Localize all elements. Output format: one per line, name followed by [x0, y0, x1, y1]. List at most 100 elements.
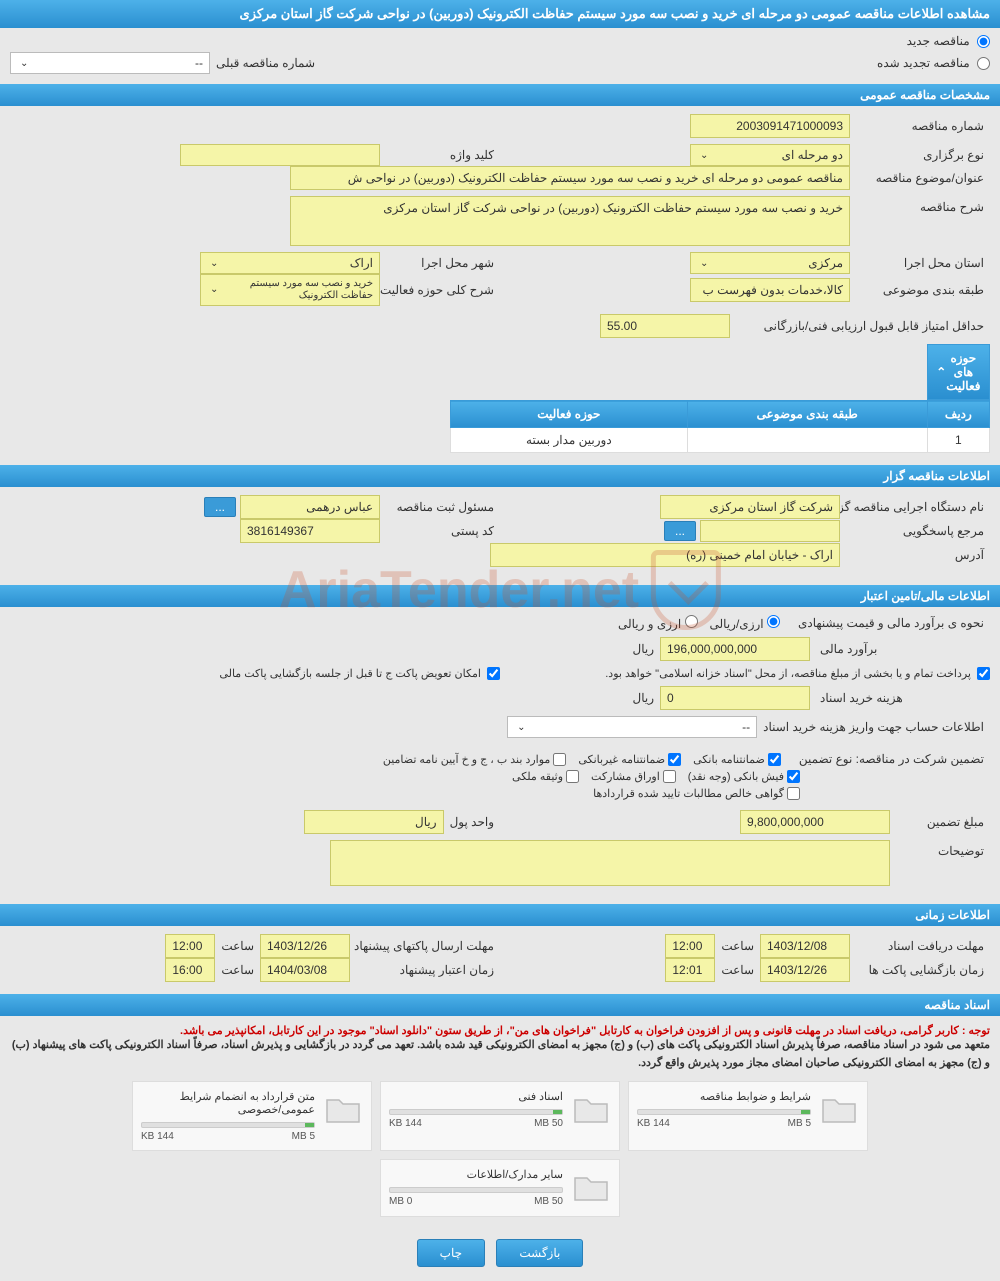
radio-both-input[interactable]	[685, 615, 698, 628]
radio-rial-input[interactable]	[767, 615, 780, 628]
doc-card[interactable]: سایر مدارک/اطلاعات 50 MB0 MB	[380, 1159, 620, 1217]
keyword-field[interactable]	[180, 144, 380, 166]
chevron-down-icon: ⌄	[210, 258, 226, 269]
desc-field[interactable]: خرید و نصب سه مورد سیستم حفاظت الکترونیک…	[290, 196, 850, 246]
proposal-deadline-date[interactable]: 1403/12/26	[260, 934, 350, 958]
section-timing-header: اطلاعات زمانی	[0, 904, 1000, 926]
postal-field[interactable]: 3816149367	[240, 519, 380, 543]
time-label-3: ساعت	[715, 963, 760, 977]
radio-new-input[interactable]	[977, 35, 990, 48]
opening-time[interactable]: 12:01	[665, 958, 715, 982]
button-row: بازگشت چاپ	[0, 1225, 1000, 1281]
exec-field: شرکت گاز استان مرکزی	[660, 495, 840, 519]
doc-progress-bar	[637, 1109, 811, 1115]
currency-unit-field: ریال	[304, 810, 444, 834]
chevron-down-icon: ⌄	[700, 150, 716, 161]
time-label-2: ساعت	[215, 939, 260, 953]
doc-cost-field[interactable]: 0	[660, 686, 810, 710]
respondent-more-button[interactable]: ...	[664, 521, 696, 541]
docs-grid: شرایط و ضوابط مناقصه 5 MB144 KB اسناد فن…	[10, 1081, 990, 1217]
guarantee-amount-label: مبلغ تضمین	[890, 815, 990, 829]
radio-renewed-input[interactable]	[977, 57, 990, 70]
doc-card[interactable]: متن قرارداد به انضمام شرایط عمومی/خصوصی …	[132, 1081, 372, 1151]
opening-date[interactable]: 1403/12/26	[760, 958, 850, 982]
doc-deadline-date[interactable]: 1403/12/08	[760, 934, 850, 958]
back-button[interactable]: بازگشت	[496, 1239, 583, 1267]
payment-checkbox[interactable]	[977, 667, 990, 680]
radio-new-tender[interactable]: مناقصه جدید	[907, 34, 990, 48]
unit-label: ریال	[626, 642, 660, 656]
collapse-icon[interactable]: ⌃	[936, 365, 946, 379]
guarantee-types-2: فیش بانکی (وجه نقد) اوراق مشارکت وثیقه م…	[10, 770, 800, 783]
doc-total: 5 MB	[788, 1118, 811, 1129]
notes-field[interactable]	[330, 840, 890, 886]
account-info-select[interactable]: -- ⌄	[507, 716, 757, 738]
tender-no-label: شماره مناقصه	[850, 119, 990, 133]
chk-cash[interactable]: فیش بانکی (وجه نقد)	[688, 770, 800, 783]
tender-no-field: 2003091471000093	[690, 114, 850, 138]
col-activity: حوزه فعالیت	[451, 401, 688, 428]
city-select[interactable]: اراک ⌄	[200, 252, 380, 274]
estimate-field[interactable]: 196,000,000,000	[660, 637, 810, 661]
province-select[interactable]: مرکزی ⌄	[690, 252, 850, 274]
desc-label: شرح مناقصه	[850, 196, 990, 214]
cell-activity: دوربین مدار بسته	[451, 428, 688, 453]
time-label-4: ساعت	[215, 963, 260, 977]
section-general-header: مشخصات مناقصه عمومی	[0, 84, 1000, 106]
guarantee-label: تضمین شرکت در مناقصه: نوع تضمین	[793, 752, 990, 766]
table-row: 1 دوربین مدار بسته	[451, 428, 990, 453]
prev-tender-select[interactable]: -- ⌄	[10, 52, 210, 74]
validity-date[interactable]: 1404/03/08	[260, 958, 350, 982]
proposal-deadline-time[interactable]: 12:00	[165, 934, 215, 958]
print-button[interactable]: چاپ	[417, 1239, 485, 1267]
hold-type-select[interactable]: دو مرحله ای ⌄	[690, 144, 850, 166]
radio-rial[interactable]: ارزی/ریالی	[710, 615, 780, 631]
chk-bonds[interactable]: اوراق مشارکت	[591, 770, 676, 783]
chk-nonbank[interactable]: ضمانتنامه غیربانکی	[578, 753, 681, 766]
guarantee-amount-field[interactable]: 9,800,000,000	[740, 810, 890, 834]
doc-title: سایر مدارک/اطلاعات	[389, 1168, 563, 1181]
chevron-down-icon: ⌄	[517, 722, 533, 733]
folder-icon	[571, 1168, 611, 1208]
province-label: استان محل اجرا	[850, 256, 990, 270]
page-title: مشاهده اطلاعات مناقصه عمومی دو مرحله ای …	[0, 0, 1000, 28]
min-score-field[interactable]: 55.00	[600, 314, 730, 338]
respondent-field[interactable]	[700, 520, 840, 542]
chk-bank[interactable]: ضمانتنامه بانکی	[693, 753, 781, 766]
doc-cost-unit: ریال	[626, 691, 660, 705]
category-label: طبقه بندی موضوعی	[850, 283, 990, 297]
category-field[interactable]: کالا،خدمات بدون فهرست ب	[690, 278, 850, 302]
chevron-down-icon: ⌄	[700, 258, 716, 269]
radio-new-label: مناقصه جدید	[907, 34, 970, 48]
chk-receivables[interactable]: گواهی خالص مطالبات تایید شده قراردادها	[593, 787, 800, 800]
chk-regulation[interactable]: موارد بند ب ، ج و خ آیین نامه تضامین	[383, 753, 566, 766]
doc-used: 144 KB	[637, 1118, 670, 1129]
province-value: مرکزی	[808, 256, 843, 270]
folder-icon	[571, 1090, 611, 1130]
address-field[interactable]: اراک - خیابان امام خمینی (ره)	[490, 543, 840, 567]
doc-total: 5 MB	[292, 1131, 315, 1142]
exec-label: نام دستگاه اجرایی مناقصه گزار	[840, 500, 990, 514]
doc-deadline-time[interactable]: 12:00	[665, 934, 715, 958]
activity-overview-select[interactable]: خرید و نصب سه مورد سیستم حفاظت الکترونیک…	[200, 274, 380, 306]
title-field[interactable]: مناقصه عمومی دو مرحله ای خرید و نصب سه م…	[290, 166, 850, 190]
currency-unit-label: واحد پول	[444, 815, 500, 829]
col-category: طبقه بندی موضوعی	[687, 401, 927, 428]
respondent-label: مرجع پاسخگویی	[840, 524, 990, 538]
replace-checkbox[interactable]	[487, 667, 500, 680]
estimate-label: برآورد مالی	[810, 642, 990, 656]
replace-note: امکان تعویض پاکت ج تا قبل از جلسه بازگشا…	[213, 667, 487, 680]
activity-overview-label: شرح کلی حوزه فعالیت	[380, 283, 500, 297]
chk-property[interactable]: وثیقه ملکی	[512, 770, 579, 783]
doc-progress-bar	[389, 1109, 563, 1115]
more-button[interactable]: ...	[204, 497, 236, 517]
doc-card[interactable]: شرایط و ضوابط مناقصه 5 MB144 KB	[628, 1081, 868, 1151]
doc-card[interactable]: اسناد فنی 50 MB144 KB	[380, 1081, 620, 1151]
prev-tender-label: شماره مناقصه قبلی	[210, 56, 321, 70]
doc-progress-bar	[389, 1187, 563, 1193]
radio-renewed-tender[interactable]: مناقصه تجدید شده	[877, 56, 990, 70]
estimate-type-label: نحوه ی برآورد مالی و قیمت پیشنهادی	[792, 616, 990, 630]
radio-both[interactable]: ارزی و ریالی	[618, 615, 698, 631]
validity-time[interactable]: 16:00	[165, 958, 215, 982]
postal-label: کد پستی	[380, 524, 500, 538]
